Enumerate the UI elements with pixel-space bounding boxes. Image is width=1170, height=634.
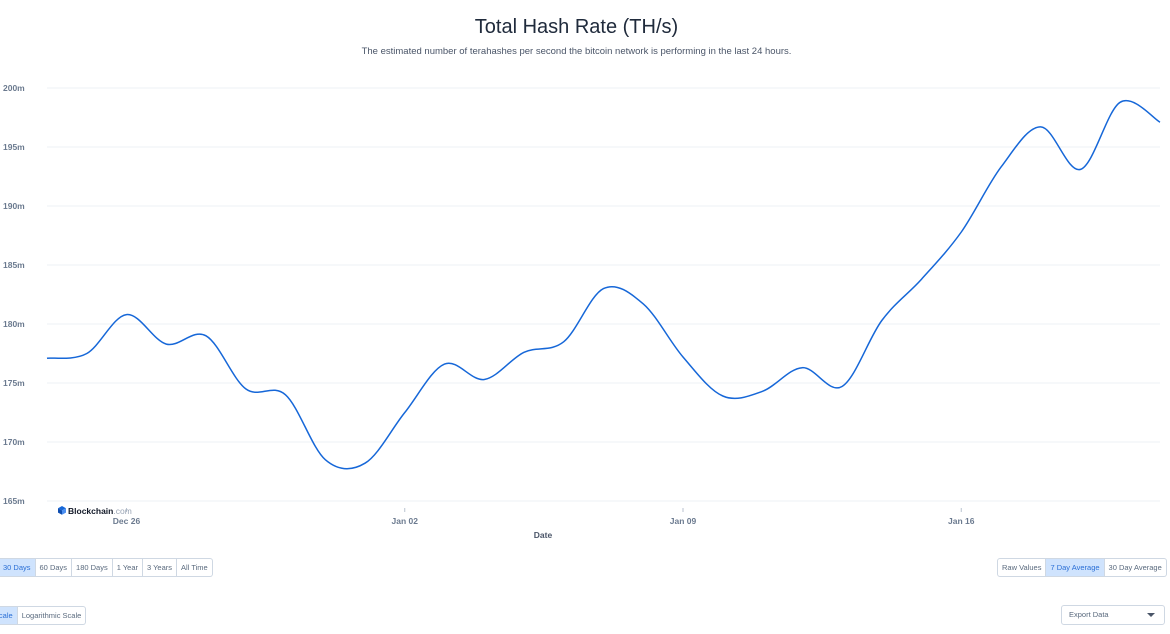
period-all-time-button[interactable]: All Time [177, 558, 213, 577]
x-tick-label: Dec 26 [113, 516, 141, 526]
y-tick-label: 170m [3, 437, 25, 447]
7-day-average-button[interactable]: 7 Day Average [1046, 558, 1105, 577]
period-selector: 30 Days 60 Days 180 Days 1 Year 3 Years … [0, 558, 213, 577]
export-data-dropdown[interactable]: Export Data [1061, 605, 1165, 625]
x-tick-label: Jan 02 [392, 516, 419, 526]
y-tick-label: 190m [3, 201, 25, 211]
chart-title: Total Hash Rate (TH/s) [474, 16, 679, 38]
period-30-days-button[interactable]: 30 Days [0, 558, 36, 577]
blockchain-logo-icon [58, 506, 66, 515]
blockchain-watermark: Blockchain.com [58, 506, 132, 516]
period-3-years-button[interactable]: 3 Years [143, 558, 178, 577]
y-tick-label: 165m [3, 496, 25, 506]
x-axis: Dec 26 Jan 02 Jan 09 Jan 16 [113, 508, 975, 526]
hash-rate-line [46, 99, 1161, 470]
chevron-down-icon [1147, 613, 1155, 617]
average-selector: Raw Values 7 Day Average 30 Day Average [997, 558, 1167, 577]
x-tick-label: Jan 16 [948, 516, 975, 526]
y-tick-label: 200m [3, 83, 25, 93]
brand-name: Blockchain [68, 506, 113, 516]
30-day-average-button[interactable]: 30 Day Average [1104, 558, 1167, 577]
y-tick-label: 175m [3, 378, 25, 388]
y-tick-label: 185m [3, 260, 25, 270]
period-1-year-button[interactable]: 1 Year [112, 558, 143, 577]
brand-suffix: .com [113, 506, 131, 516]
x-axis-label: Date [534, 530, 553, 540]
y-tick-label: 195m [3, 142, 25, 152]
y-axis: 165m 170m 175m 180m 185m 190m 195m 200m [3, 83, 25, 506]
linear-scale-button[interactable]: Linear Scale [0, 606, 18, 625]
svg-text:Blockchain.com: Blockchain.com [68, 506, 132, 516]
hash-rate-chart: 165m 170m 175m 180m 185m 190m 195m 200m Dec 26 J… [3, 83, 1161, 540]
y-tick-label: 180m [3, 319, 25, 329]
period-180-days-button[interactable]: 180 Days [72, 558, 113, 577]
scale-selector: Linear Scale Logarithmic Scale [0, 606, 87, 625]
period-60-days-button[interactable]: 60 Days [35, 558, 73, 577]
export-data-label: Export Data [1069, 610, 1109, 619]
x-tick-label: Jan 09 [670, 516, 697, 526]
raw-values-button[interactable]: Raw Values [997, 558, 1047, 577]
chart-grid [47, 87, 1160, 502]
logarithmic-scale-button[interactable]: Logarithmic Scale [17, 606, 87, 625]
chart-subtitle: The estimated number of terahashes per s… [361, 46, 792, 57]
